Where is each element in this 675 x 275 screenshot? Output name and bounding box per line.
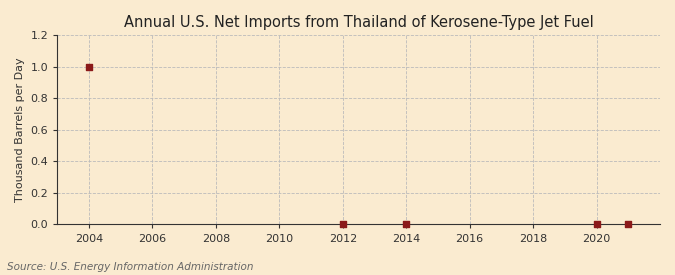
Point (591, 222, 602, 227)
Text: Source: U.S. Energy Information Administration: Source: U.S. Energy Information Administ… (7, 262, 253, 272)
Point (401, 222, 412, 227)
Title: Annual U.S. Net Imports from Thailand of Kerosene-Type Jet Fuel: Annual U.S. Net Imports from Thailand of… (124, 15, 593, 30)
Point (84, 65, 95, 69)
Y-axis label: Thousand Barrels per Day: Thousand Barrels per Day (15, 57, 25, 202)
Point (338, 222, 348, 227)
Point (623, 222, 634, 227)
